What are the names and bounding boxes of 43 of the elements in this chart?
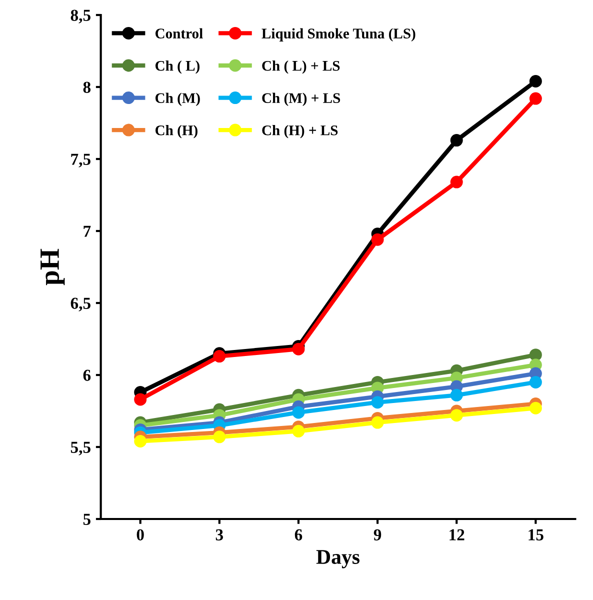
legend-label: Liquid Smoke Tuna (LS) bbox=[262, 28, 416, 42]
point bbox=[450, 388, 463, 402]
x-tick-label: 12 bbox=[450, 529, 464, 540]
y-tick-label: 8 bbox=[83, 82, 91, 93]
x-tick-label: 3 bbox=[216, 529, 224, 540]
point bbox=[134, 393, 147, 406]
legend-label: Control bbox=[155, 28, 203, 38]
point bbox=[529, 376, 542, 388]
y-axis-title: pH bbox=[40, 248, 65, 286]
point bbox=[529, 92, 542, 105]
point bbox=[213, 350, 226, 363]
x-axis-title: Days bbox=[316, 550, 360, 568]
point bbox=[529, 402, 542, 414]
legend-label: Ch (M) bbox=[155, 92, 200, 106]
x-tick-label: 15 bbox=[528, 529, 544, 540]
point bbox=[371, 233, 384, 246]
point bbox=[292, 424, 305, 438]
legend-label: Ch ( L) bbox=[155, 60, 200, 74]
legend-label: Ch (H) + LS bbox=[262, 125, 338, 138]
point bbox=[529, 74, 542, 88]
point bbox=[292, 406, 305, 419]
y-tick-label: 6 bbox=[83, 370, 91, 381]
y-tick-label: 7 bbox=[84, 226, 91, 237]
point bbox=[450, 409, 463, 422]
point bbox=[450, 176, 463, 188]
y-tick-label: 5,5 bbox=[70, 442, 90, 456]
legend-label: Ch (M) + LS bbox=[262, 92, 340, 106]
y-tick-label: 6,5 bbox=[70, 298, 90, 312]
x-tick-label: 9 bbox=[374, 529, 382, 540]
point bbox=[450, 134, 463, 147]
point bbox=[292, 342, 305, 356]
point bbox=[134, 434, 147, 448]
y-tick-label: 7,5 bbox=[71, 154, 90, 168]
point bbox=[371, 416, 384, 429]
legend-label: Ch ( L) + LS bbox=[262, 60, 340, 74]
x-tick-label: 0 bbox=[136, 529, 144, 540]
y-tick-label: 8,5 bbox=[70, 10, 90, 24]
legend-label: Ch (H) bbox=[155, 125, 198, 138]
point bbox=[529, 348, 542, 362]
point bbox=[371, 396, 384, 409]
y-tick-label: 5 bbox=[83, 514, 90, 525]
x-tick-label: 6 bbox=[294, 529, 302, 540]
point bbox=[213, 430, 226, 444]
